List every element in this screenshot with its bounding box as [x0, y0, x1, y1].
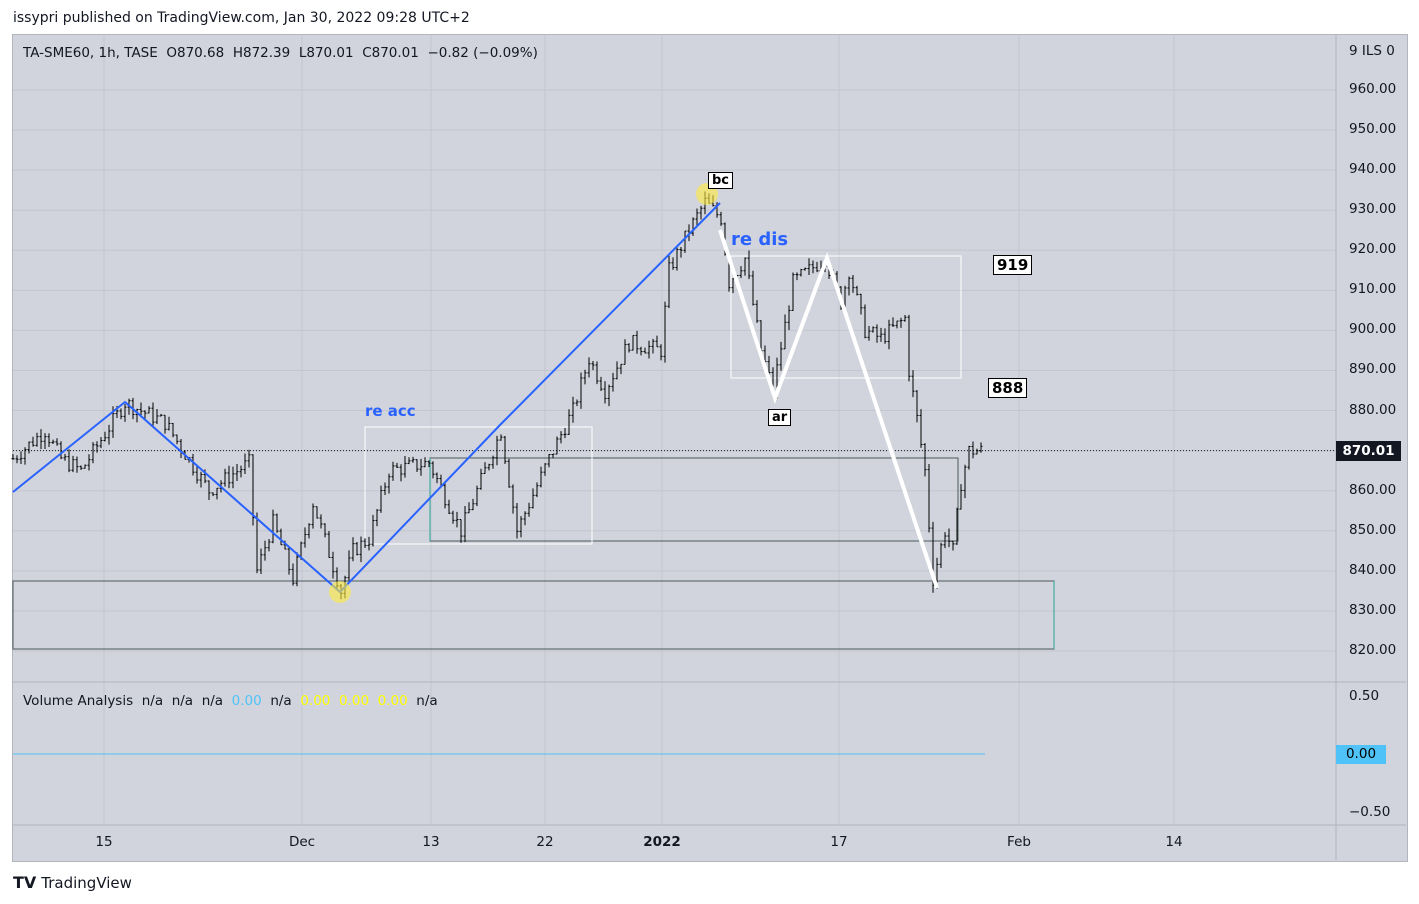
chart-frame[interactable] [12, 34, 1408, 862]
bc-label[interactable]: bc [708, 172, 734, 189]
vol-axis-tick: −0.50 [1349, 804, 1391, 820]
time-tick: 14 [1165, 834, 1183, 850]
symbol: TA-SME60, 1h, TASE [23, 45, 158, 61]
price-tick: 960.00 [1349, 81, 1397, 97]
re-acc-box [364, 426, 593, 545]
price-tick: 850.00 [1349, 521, 1397, 538]
level-888-label[interactable]: 888 [988, 378, 1028, 398]
price-tick: 940.00 [1349, 161, 1397, 178]
time-tick: 15 [95, 834, 113, 850]
level-919-label[interactable]: 919 [993, 255, 1033, 275]
brand-name: TradingView [41, 873, 132, 892]
time-tick: Dec [288, 834, 316, 850]
ar-label[interactable]: ar [768, 409, 792, 426]
re-acc-label[interactable]: re acc [365, 402, 416, 420]
tradingview-logo[interactable]: TV TradingView [13, 873, 132, 892]
price-tick: 820.00 [1349, 641, 1397, 658]
spring-marker [329, 581, 351, 603]
price-tick: 910.00 [1349, 281, 1397, 298]
price-tick: 860.00 [1349, 481, 1397, 498]
close: C870.01 [362, 45, 419, 61]
price-tick: 880.00 [1349, 401, 1397, 418]
time-tick: 22 [536, 834, 554, 850]
price-tick: 830.00 [1349, 601, 1397, 618]
time-tick: 13 [422, 834, 440, 850]
price-tick: 900.00 [1349, 321, 1397, 338]
support-zone-box [12, 580, 1055, 650]
vol-axis-tick: 0.50 [1349, 688, 1380, 704]
time-tick: 17 [830, 834, 848, 850]
publisher-line: issypri published on TradingView.com, Ja… [13, 10, 470, 26]
re-dis-label[interactable]: re dis [731, 229, 789, 250]
symbol-legend: TA-SME60, 1h, TASE O870.68 H872.39 L870.… [23, 45, 538, 61]
low: L870.01 [298, 45, 354, 61]
price-tick: 950.00 [1349, 121, 1397, 138]
last-price-badge: 870.01 [1336, 441, 1401, 461]
price-tick: 840.00 [1349, 561, 1397, 578]
time-tick: 2022 [643, 834, 681, 850]
price-tick: 920.00 [1349, 241, 1397, 258]
vol-title: Volume Analysis [23, 693, 134, 709]
volume-legend: Volume Analysis n/a n/a n/a 0.00 n/a 0.0… [23, 693, 438, 709]
tv-icon: TV [13, 873, 37, 892]
vol-last-badge: 0.00 [1336, 745, 1386, 764]
white-wave-line [718, 229, 939, 589]
change: −0.82 (−0.09%) [427, 45, 538, 61]
blue-wave-line [12, 202, 721, 594]
re-dis-box [730, 255, 962, 379]
open: O870.68 [166, 45, 225, 61]
high: H872.39 [232, 45, 291, 61]
currency-label[interactable]: 9 ILS 0 [1349, 43, 1395, 59]
price-tick: 930.00 [1349, 201, 1397, 218]
time-tick: Feb [1007, 834, 1031, 850]
price-tick: 890.00 [1349, 361, 1397, 378]
